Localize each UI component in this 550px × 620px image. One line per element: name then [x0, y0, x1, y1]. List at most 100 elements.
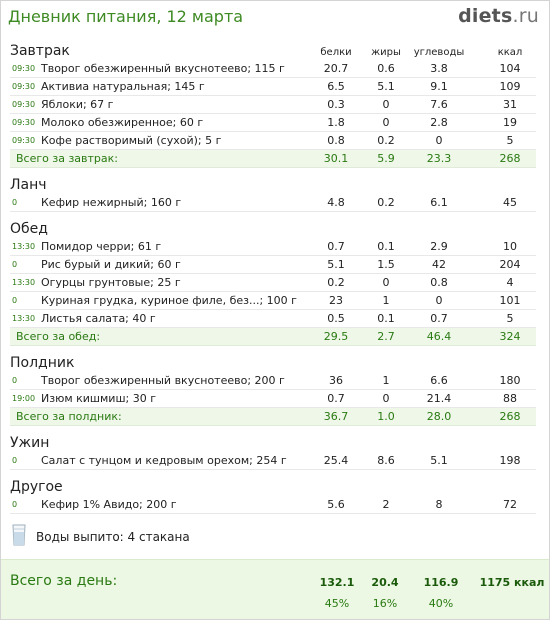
food-row[interactable]: 0 Кефир 1% Авидо; 200 г 5.6 2 8 72 [10, 496, 536, 514]
day-total-carbs-pct: 40% [428, 597, 454, 610]
meal-name: Ланч [10, 177, 47, 193]
food-fat: 1.5 [377, 258, 395, 271]
food-protein: 25.4 [323, 454, 349, 467]
column-head-protein: белки [320, 47, 352, 58]
meal-total-fat: 1.0 [377, 410, 395, 423]
food-fat: 0.1 [377, 240, 395, 253]
meal-total-label: Всего за завтрак: [16, 152, 119, 165]
food-row[interactable]: 09:30 Творог обезжиренный вкуснотеево; 11… [10, 60, 536, 78]
food-fat: 0.6 [377, 62, 395, 75]
meal-header: Ланч [10, 174, 536, 194]
food-kcal: 45 [503, 196, 517, 209]
meal-header: Обед [10, 218, 536, 238]
logo-main: diets [458, 5, 513, 27]
food-row[interactable]: 19:00 Изюм кишмиш; 30 г 0.7 0 21.4 88 [10, 390, 536, 408]
food-time: 09:30 [12, 64, 36, 73]
food-time: 09:30 [12, 82, 36, 91]
food-carbs: 0.7 [430, 312, 448, 325]
site-logo[interactable]: diets.ru [458, 5, 539, 27]
food-name: Куриная грудка, куриное филе, без...; 10… [41, 294, 297, 307]
meal-total-carbs: 23.3 [426, 152, 452, 165]
food-protein: 0.7 [327, 392, 345, 405]
meal-total-row: Всего за обед: 29.5 2.7 46.4 324 [10, 328, 536, 346]
meal-name: Полдник [10, 355, 75, 371]
food-kcal: 109 [499, 80, 521, 93]
food-carbs: 6.1 [430, 196, 448, 209]
food-row[interactable]: 13:30 Помидор черри; 61 г 0.7 0.1 2.9 10 [10, 238, 536, 256]
food-carbs: 6.6 [430, 374, 448, 387]
food-name: Кофе растворимый (сухой); 5 г [41, 134, 222, 147]
food-protein: 0.8 [327, 134, 345, 147]
meal-total-kcal: 324 [499, 330, 521, 343]
food-name: Салат с тунцом и кедровым орехом; 254 г [41, 454, 287, 467]
food-fat: 5.1 [377, 80, 395, 93]
food-row[interactable]: 0 Творог обезжиренный вкуснотеево; 200 г 3… [10, 372, 536, 390]
food-protein: 0.7 [327, 240, 345, 253]
meal-total-carbs: 28.0 [426, 410, 452, 423]
food-row[interactable]: 09:30 Яблоки; 67 г 0.3 0 7.6 31 [10, 96, 536, 114]
food-row[interactable]: 09:30 Молоко обезжиренное; 60 г 1.8 0 2.8 19 [10, 114, 536, 132]
meal-total-protein: 36.7 [323, 410, 349, 423]
food-row[interactable]: 0 Кефир нежирный; 160 г 4.8 0.2 6.1 45 [10, 194, 536, 212]
meal-total-row: Всего за завтрак: 30.1 5.9 23.3 268 [10, 150, 536, 168]
food-time: 09:30 [12, 136, 36, 145]
page-title: Дневник питания, 12 марта [8, 7, 244, 26]
food-carbs: 7.6 [430, 98, 448, 111]
food-carbs: 2.8 [430, 116, 448, 129]
food-fat: 0 [382, 276, 390, 289]
food-kcal: 198 [499, 454, 521, 467]
food-protein: 5.1 [327, 258, 345, 271]
food-fat: 0 [382, 392, 390, 405]
food-row[interactable]: 09:30 Кофе растворимый (сухой); 5 г 0.8 0.2… [10, 132, 536, 150]
meal-total-protein: 30.1 [323, 152, 349, 165]
food-fat: 1 [382, 374, 390, 387]
food-time: 13:30 [12, 242, 36, 251]
meal-name: Обед [10, 221, 48, 237]
food-protein: 1.8 [327, 116, 345, 129]
food-time: 0 [12, 198, 18, 207]
meal-total-kcal: 268 [499, 152, 521, 165]
food-protein: 6.5 [327, 80, 345, 93]
food-fat: 0.2 [377, 196, 395, 209]
food-kcal: 104 [499, 62, 521, 75]
food-time: 09:30 [12, 118, 36, 127]
food-fat: 0 [382, 98, 390, 111]
food-row[interactable]: 0 Салат с тунцом и кедровым орехом; 254 г… [10, 452, 536, 470]
food-kcal: 19 [503, 116, 517, 129]
meal-total-fat: 5.9 [377, 152, 395, 165]
food-row[interactable]: 09:30 Активиа натуральная; 145 г 6.5 5.1 9.1… [10, 78, 536, 96]
food-protein: 5.6 [327, 498, 345, 511]
food-name: Творог обезжиренный вкуснотеево; 200 г [41, 374, 285, 387]
food-carbs: 21.4 [426, 392, 452, 405]
food-protein: 0.5 [327, 312, 345, 325]
meal-name: Ужин [10, 435, 50, 451]
food-kcal: 88 [503, 392, 517, 405]
food-fat: 8.6 [377, 454, 395, 467]
meal-total-kcal: 268 [499, 410, 521, 423]
food-row[interactable]: 0 Куриная грудка, куриное филе, без...; 1… [10, 292, 536, 310]
water-text: Воды выпито: 4 стакана [36, 530, 190, 544]
meal-header: Другое [10, 476, 536, 496]
food-time: 0 [12, 376, 18, 385]
food-name: Помидор черри; 61 г [41, 240, 162, 253]
food-kcal: 180 [499, 374, 521, 387]
food-time: 13:30 [12, 314, 36, 323]
food-kcal: 5 [506, 134, 514, 147]
meal-total-label: Всего за полдник: [16, 410, 122, 423]
food-protein: 23 [329, 294, 343, 307]
food-carbs: 0 [435, 294, 443, 307]
food-protein: 0.3 [327, 98, 345, 111]
food-time: 09:30 [12, 100, 36, 109]
day-total-protein-pct: 45% [324, 597, 350, 610]
food-carbs: 42 [432, 258, 446, 271]
food-name: Изюм кишмиш; 30 г [41, 392, 156, 405]
food-row[interactable]: 13:30 Огурцы грунтовые; 25 г 0.2 0 0.8 4 [10, 274, 536, 292]
food-row[interactable]: 0 Рис бурый и дикий; 60 г 5.1 1.5 42 204 [10, 256, 536, 274]
food-name: Активиа натуральная; 145 г [41, 80, 205, 93]
food-row[interactable]: 13:30 Листья салата; 40 г 0.5 0.1 0.7 5 [10, 310, 536, 328]
meal-header: Ужин [10, 432, 536, 452]
food-protein: 0.2 [327, 276, 345, 289]
food-time: 0 [12, 456, 18, 465]
food-name: Рис бурый и дикий; 60 г [41, 258, 181, 271]
food-carbs: 8 [435, 498, 443, 511]
